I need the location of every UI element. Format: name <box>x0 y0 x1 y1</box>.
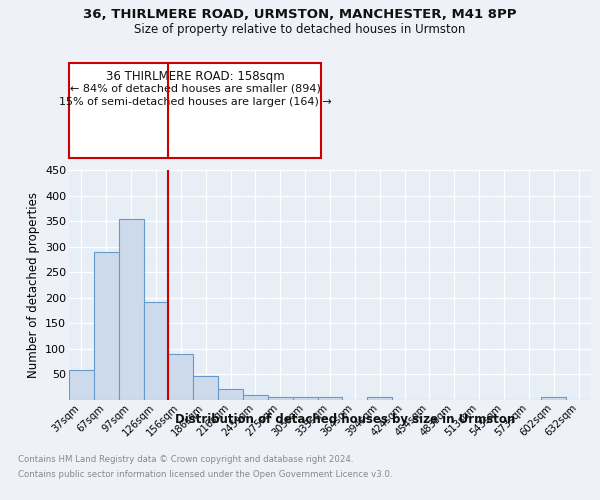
Bar <box>119 218 143 400</box>
Text: ← 84% of detached houses are smaller (894): ← 84% of detached houses are smaller (89… <box>70 84 320 94</box>
Bar <box>293 398 317 400</box>
Bar <box>541 398 566 400</box>
Bar <box>169 354 193 400</box>
Y-axis label: Number of detached properties: Number of detached properties <box>26 192 40 378</box>
Bar <box>268 398 293 400</box>
Text: Size of property relative to detached houses in Urmston: Size of property relative to detached ho… <box>134 22 466 36</box>
Bar <box>243 396 268 400</box>
Bar <box>69 370 94 400</box>
Bar <box>94 252 119 400</box>
Text: Contains HM Land Registry data © Crown copyright and database right 2024.: Contains HM Land Registry data © Crown c… <box>18 455 353 464</box>
Text: Distribution of detached houses by size in Urmston: Distribution of detached houses by size … <box>175 412 515 426</box>
Text: 15% of semi-detached houses are larger (164) →: 15% of semi-detached houses are larger (… <box>59 96 331 106</box>
Bar <box>143 302 169 400</box>
Bar <box>367 398 392 400</box>
Bar <box>317 398 343 400</box>
Text: 36, THIRLMERE ROAD, URMSTON, MANCHESTER, M41 8PP: 36, THIRLMERE ROAD, URMSTON, MANCHESTER,… <box>83 8 517 20</box>
Text: 36 THIRLMERE ROAD: 158sqm: 36 THIRLMERE ROAD: 158sqm <box>106 70 284 83</box>
Text: Contains public sector information licensed under the Open Government Licence v3: Contains public sector information licen… <box>18 470 392 479</box>
Bar <box>193 376 218 400</box>
Bar <box>218 390 243 400</box>
